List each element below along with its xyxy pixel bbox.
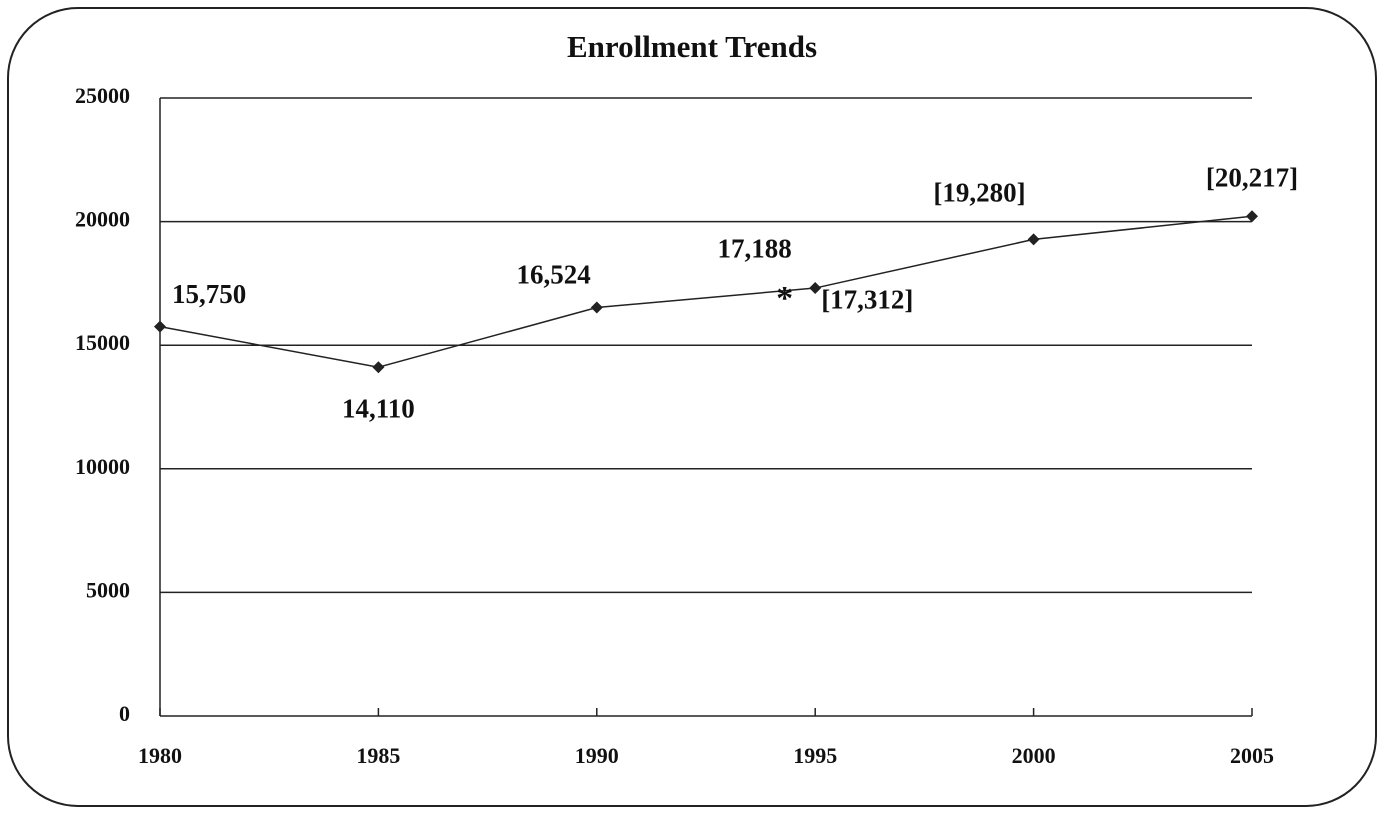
annotation-marker: * [776, 280, 793, 317]
point [154, 320, 166, 333]
x-tick-label: 2005 [1230, 743, 1274, 768]
y-tick-label: 5000 [86, 577, 130, 602]
point [1246, 210, 1258, 223]
data-label: 14,110 [342, 393, 415, 423]
data-label: [20,217] [1206, 162, 1298, 192]
data-label: 16,524 [517, 260, 591, 290]
data-label: [17,312] [821, 284, 913, 314]
y-tick-label: 15000 [75, 330, 130, 355]
x-tick-label: 1980 [138, 743, 182, 768]
x-tick-label: 1995 [793, 743, 837, 768]
data-label: [19,280] [933, 178, 1025, 208]
y-tick-label: 20000 [75, 207, 130, 232]
frame [7, 7, 1377, 807]
y-tick-label: 0 [119, 701, 130, 726]
x-tick-label: 2000 [1012, 743, 1056, 768]
point [809, 282, 822, 295]
x-tick-label: 1985 [356, 743, 400, 768]
y-tick-label: 10000 [75, 454, 130, 479]
point [372, 361, 385, 374]
chart-title: Enrollment Trends [567, 29, 817, 64]
point [1027, 233, 1040, 246]
y-tick-label: 25000 [75, 83, 130, 108]
x-tick-label: 1990 [575, 743, 619, 768]
data-label: 15,750 [172, 279, 246, 309]
series-line [159, 215, 1253, 368]
annotation-label: 17,188 [717, 233, 791, 263]
point [590, 301, 603, 314]
